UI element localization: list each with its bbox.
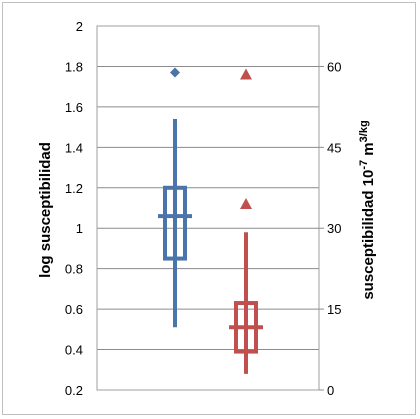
- right-axis-title-exp2: 3/kg: [358, 120, 370, 142]
- right-axis-title: susceptibilidad 10-7 m3/kg: [358, 120, 377, 299]
- left-tick-label: 2: [76, 19, 83, 34]
- left-tick-label: 0.2: [65, 383, 83, 398]
- outlier-point: [240, 68, 252, 80]
- chart-frame: [2, 2, 416, 415]
- right-axis-title-exp: -7: [358, 160, 370, 170]
- outlier-point: [170, 67, 180, 78]
- left-tick-label: 0.6: [65, 302, 83, 317]
- boxplot-1: [158, 67, 192, 328]
- right-axis-title-mid: m: [360, 142, 377, 160]
- boxplots: [158, 67, 263, 374]
- outlier-point: [240, 197, 252, 209]
- right-tick-label: 0: [327, 383, 334, 398]
- left-tick-label: 1.2: [65, 181, 83, 196]
- boxplot-2: [229, 68, 263, 374]
- right-tick-label: 15: [327, 302, 341, 317]
- right-axis: 0 15 30 45 60: [319, 59, 341, 398]
- left-tick-label: 1.6: [65, 100, 83, 115]
- left-tick-label: 0.8: [65, 262, 83, 277]
- left-tick-label: 0.4: [65, 343, 83, 358]
- right-axis-title-prefix: susceptibilidad 10: [360, 170, 377, 300]
- gridlines: [97, 25, 319, 391]
- left-tick-label: 1.8: [65, 59, 83, 74]
- right-tick-label: 60: [327, 59, 341, 74]
- left-tick-label: 1: [76, 221, 83, 236]
- left-axis-title: log susceptibilidad: [37, 142, 54, 278]
- right-tick-label: 30: [327, 221, 341, 236]
- plot-area: [96, 25, 320, 391]
- iqr-box: [163, 185, 187, 261]
- left-tick-label: 1.4: [65, 140, 83, 155]
- left-axis: 0.2 0.4 0.6 0.8 1 1.2 1.4 1.6 1.8 2: [65, 19, 83, 398]
- right-tick-label: 45: [327, 140, 341, 155]
